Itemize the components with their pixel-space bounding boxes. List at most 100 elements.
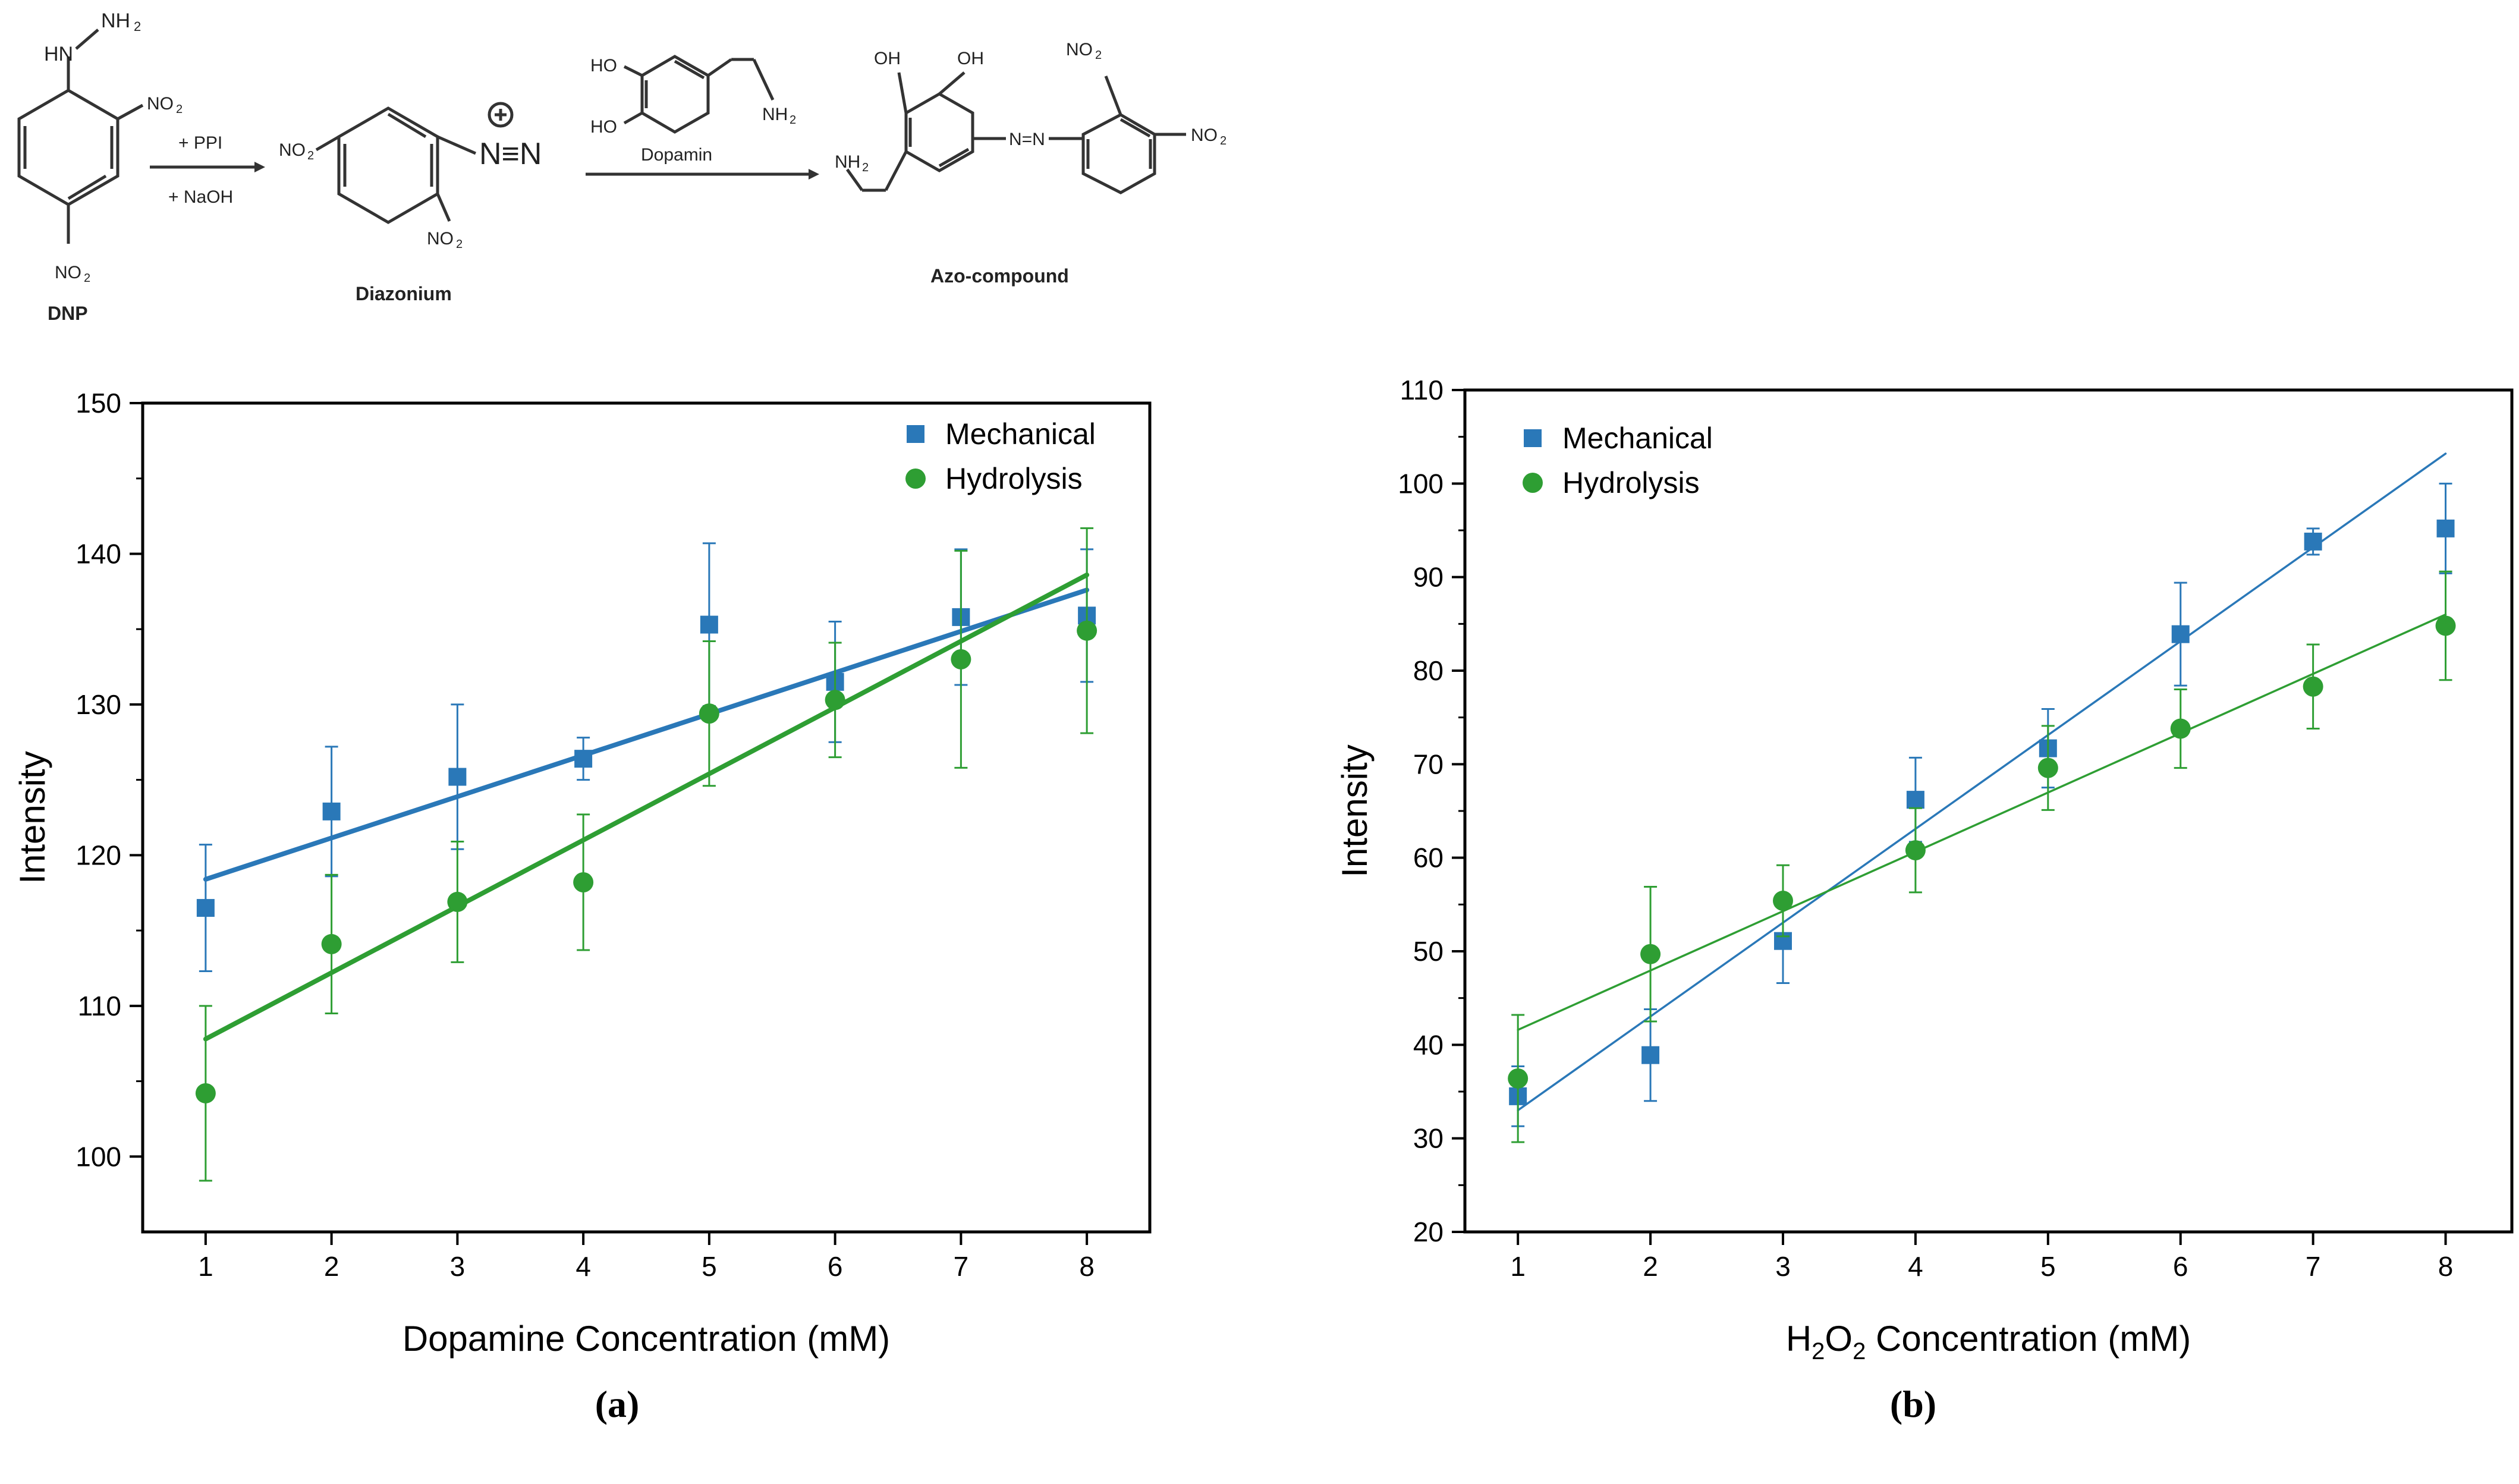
y-tick-label: 150 <box>76 388 121 419</box>
y-axis-label: Intensity <box>12 751 52 884</box>
x-tick-label: 2 <box>1643 1251 1658 1282</box>
azo-nh2-text: NH <box>835 152 860 172</box>
data-point <box>1508 1068 1529 1089</box>
diazonium-structure <box>315 102 514 224</box>
azo-oh-left: OH <box>874 49 901 68</box>
dopamine-nh2-text: NH <box>762 105 788 124</box>
series-hydrolysis <box>1508 570 2456 1143</box>
y-tick-label: 70 <box>1413 749 1444 779</box>
data-point <box>322 802 341 820</box>
x-tick-label: 3 <box>450 1251 466 1282</box>
plot-frame <box>141 401 1152 1234</box>
reagent-naoh: + NaOH <box>168 187 233 207</box>
azo-nh2-sub: 2 <box>862 161 869 174</box>
panel-label-a: (a) <box>595 1383 640 1425</box>
azo-label: Azo-compound <box>930 265 1069 287</box>
diazonium-label: Diazonium <box>356 283 452 304</box>
azo-oh-right: OH <box>957 49 984 68</box>
y-tick-label: 40 <box>1413 1029 1444 1060</box>
data-point <box>448 768 467 786</box>
y-tick-label: 30 <box>1413 1123 1444 1154</box>
reaction-scheme: HN NH 2 NO 2 NO 2 DNP + PPI + NaOH NO 2 … <box>17 10 1227 324</box>
x-tick-label: 7 <box>2306 1251 2321 1282</box>
fit-line <box>1517 613 2447 1031</box>
x-tick-label: 5 <box>2040 1251 2056 1282</box>
data-point <box>2435 615 2456 636</box>
dnp-no2-bottom-text: NO <box>55 263 81 282</box>
panel-label-b: (b) <box>1890 1383 1936 1425</box>
data-point <box>2170 718 2191 739</box>
x-tick-label: 8 <box>1079 1251 1095 1282</box>
x-tick-label: 2 <box>324 1251 339 1282</box>
x-tick-label: 1 <box>1510 1251 1526 1282</box>
data-point <box>1077 620 1097 641</box>
arrow-1-head <box>254 162 265 172</box>
dnp-no2-bottom-sub: 2 <box>84 272 90 285</box>
y-axis-label: Intensity <box>1335 744 1375 877</box>
azo-compound-structure <box>845 71 1186 194</box>
x-axis-label-sub: 2 <box>1812 1338 1825 1364</box>
data-point <box>1641 1046 1660 1064</box>
y-tick-label: 50 <box>1413 936 1444 967</box>
data-point <box>573 872 594 892</box>
legend-label-hydrolysis: Hydrolysis <box>945 462 1083 495</box>
data-point <box>195 1083 216 1103</box>
y-tick-label: 90 <box>1413 562 1444 593</box>
azo-no2-right-sub: 2 <box>1220 134 1227 147</box>
dopamine-ho-bottom: HO <box>590 117 617 137</box>
legend-label-hydrolysis: Hydrolysis <box>1562 466 1700 499</box>
diazonium-no2-bottom-sub: 2 <box>456 238 463 251</box>
data-point <box>321 933 342 954</box>
arrow-2-head <box>809 169 819 180</box>
diazonium-no2-bottom-text: NO <box>427 229 454 249</box>
data-point <box>1906 791 1924 809</box>
y-tick-label: 100 <box>76 1141 121 1172</box>
y-tick-label: 140 <box>76 538 121 569</box>
x-tick-label: 6 <box>2173 1251 2188 1282</box>
legend: Mechanical Hydrolysis <box>905 417 1096 495</box>
x-tick-label: 8 <box>2438 1251 2454 1282</box>
x-tick-label: 3 <box>1775 1251 1791 1282</box>
x-axis-label: Dopamine Concentration (mM) <box>402 1319 890 1359</box>
legend-label-mechanical: Mechanical <box>945 417 1096 451</box>
fit-line <box>1517 452 2447 1112</box>
data-point <box>2037 757 2058 778</box>
x-axis-label-part: Concentration (mM) <box>1866 1319 2191 1359</box>
legend-marker-mechanical <box>1524 429 1542 447</box>
x-tick-label: 6 <box>828 1251 843 1282</box>
chart-b: 20 30 40 50 60 70 80 90 100 110 1 2 3 4 5 6 7 8 H2O2 Conce… <box>1335 375 2514 1364</box>
dnp-no2-top-text: NO <box>147 94 174 114</box>
data-point <box>825 690 845 710</box>
x-axis-label: H2O2 Concentration (mM) <box>1786 1319 2191 1364</box>
x-tick-label: 7 <box>954 1251 969 1282</box>
x-axis-label-part: O <box>1825 1319 1853 1359</box>
y-tick-label: 110 <box>78 991 121 1021</box>
dnp-label: DNP <box>48 303 88 324</box>
data-point <box>2304 532 2322 551</box>
data-point <box>951 649 971 669</box>
chart-a: 100 110 120 130 140 150 1 2 3 4 5 6 7 8 Dopamine Conce… <box>12 388 1152 1359</box>
plot-frame <box>1463 388 2514 1234</box>
dnp-hn-text: HN <box>44 43 73 65</box>
diazonium-no2-left-sub: 2 <box>307 149 314 162</box>
fit-line <box>203 587 1090 882</box>
dnp-nh2-sub: 2 <box>134 19 141 34</box>
y-tick-label: 20 <box>1413 1216 1444 1247</box>
data-point <box>1640 944 1661 964</box>
dnp-no2-top-sub: 2 <box>176 103 183 116</box>
data-point <box>1772 891 1793 911</box>
legend-label-mechanical: Mechanical <box>1562 422 1713 455</box>
reagent-dopamin: Dopamin <box>641 145 712 165</box>
y-tick-label: 100 <box>1398 468 1444 499</box>
x-tick-label: 1 <box>198 1251 213 1282</box>
diazonium-nn-text: N≡N <box>479 137 542 171</box>
reagent-ppi: + PPI <box>178 133 222 153</box>
dopamine-nh2-sub: 2 <box>790 114 796 127</box>
x-tick-label: 4 <box>1908 1251 1923 1282</box>
series-hydrolysis <box>195 527 1097 1182</box>
data-point <box>574 750 593 768</box>
azo-no2-right-text: NO <box>1191 125 1218 145</box>
dnp-nh2-text: NH <box>101 10 130 32</box>
azo-nn-text: N=N <box>1009 130 1045 149</box>
